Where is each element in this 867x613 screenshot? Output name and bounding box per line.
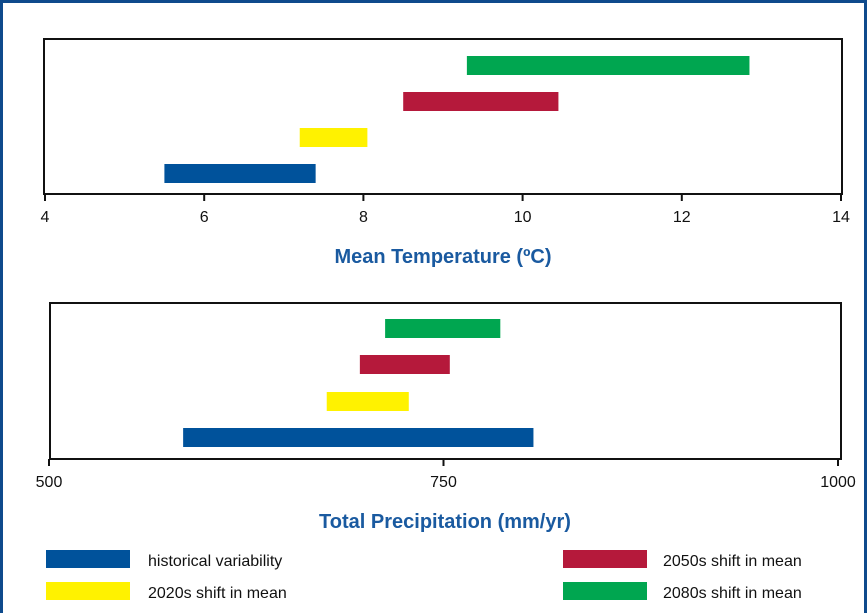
- temperature-tick-label: 14: [832, 209, 850, 226]
- legend-swatch-historical: [46, 550, 130, 568]
- temperature-tick-label: 12: [673, 209, 691, 226]
- precipitation-tick-label: 1000: [820, 474, 856, 491]
- temperature-bar-2050s: [403, 92, 559, 111]
- legend-item-2050s: 2050s shift in mean: [563, 550, 802, 570]
- temperature-plot-area: [43, 38, 843, 195]
- legend: historical variability 2020s shift in me…: [46, 550, 802, 602]
- temperature-tick-label: 8: [359, 209, 368, 226]
- legend-item-historical: historical variability: [46, 550, 282, 570]
- legend-item-2080s: 2080s shift in mean: [563, 582, 802, 602]
- legend-item-2020s: 2020s shift in mean: [46, 582, 287, 602]
- legend-label-2020s: 2020s shift in mean: [148, 585, 287, 602]
- temperature-axis-title: Mean Temperature (ºC): [335, 246, 552, 268]
- precipitation-bar-historical: [183, 428, 534, 447]
- temperature-bars: [164, 56, 750, 183]
- temperature-bar-historical: [164, 164, 316, 183]
- precipitation-axis-title: Total Precipitation (mm/yr): [319, 511, 571, 533]
- temperature-bar-2020s: [299, 128, 368, 147]
- precipitation-tick-label: 750: [430, 474, 457, 491]
- precipitation-bars: [183, 319, 534, 447]
- temperature-tick-label: 6: [200, 209, 209, 226]
- precipitation-bar-2050s: [359, 355, 450, 374]
- legend-swatch-2080s: [563, 582, 647, 600]
- precipitation-plot-area: [49, 302, 842, 460]
- legend-label-2080s: 2080s shift in mean: [663, 585, 802, 602]
- precipitation-bar-2080s: [385, 319, 501, 338]
- precipitation-bar-2020s: [326, 392, 409, 411]
- legend-swatch-2020s: [46, 582, 130, 600]
- temperature-x-axis: 4 6 8 10 12 14: [41, 194, 850, 226]
- temperature-bar-2080s: [466, 56, 750, 75]
- legend-swatch-2050s: [563, 550, 647, 568]
- legend-label-2050s: 2050s shift in mean: [663, 553, 802, 570]
- temperature-tick-label: 4: [41, 209, 50, 226]
- temperature-tick-label: 10: [514, 209, 532, 226]
- legend-label-historical: historical variability: [148, 553, 282, 570]
- precipitation-x-axis: 500 750 1000: [36, 459, 856, 491]
- precipitation-tick-label: 500: [36, 474, 63, 491]
